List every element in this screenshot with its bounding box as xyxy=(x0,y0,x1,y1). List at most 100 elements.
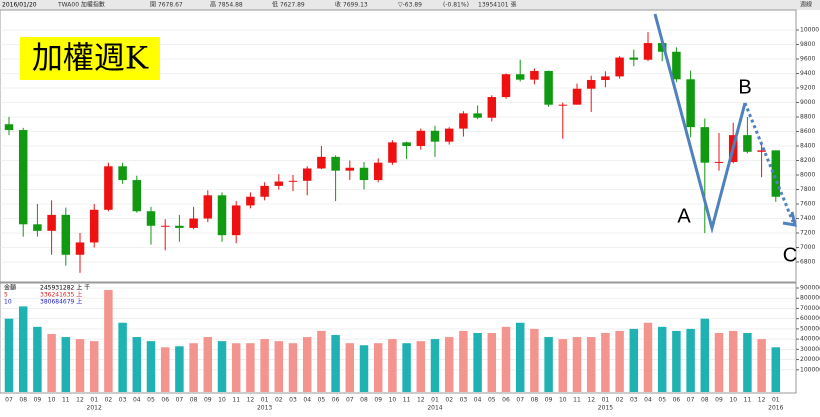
x-tick-label: 07 xyxy=(346,397,354,404)
candle-body xyxy=(146,211,156,226)
x-tick-label: 12 xyxy=(587,397,595,404)
header-bar xyxy=(0,0,820,10)
volume-bar xyxy=(132,337,142,392)
volume-bar xyxy=(686,328,695,392)
x-tick-label: 12 xyxy=(417,397,425,404)
x-tick-label: 09 xyxy=(374,397,382,404)
candle-body xyxy=(189,218,198,228)
volume-bar xyxy=(146,341,156,392)
x-tick-label: 08 xyxy=(531,397,539,404)
x-tick-label: 12 xyxy=(247,397,255,404)
candle-body xyxy=(530,70,539,80)
x-tick-label: 11 xyxy=(403,397,411,404)
volume-bar xyxy=(501,326,511,392)
year-label: 2012 xyxy=(87,405,102,412)
x-tick-label: 08 xyxy=(19,397,27,404)
y-tick-label: 7200 xyxy=(800,230,815,237)
header-text: ▽-63.89 xyxy=(398,2,422,9)
volume-bar xyxy=(487,332,497,392)
x-tick-label: 05 xyxy=(658,397,666,404)
candle-body xyxy=(473,113,482,118)
x-tick-label: 03 xyxy=(119,397,127,404)
x-tick-label: 08 xyxy=(190,397,198,404)
volume-bar xyxy=(75,339,85,392)
legend-value: 336241635 上 xyxy=(40,291,82,299)
x-tick-label: 09 xyxy=(34,397,42,404)
header-text: 13954101 張 xyxy=(478,2,516,9)
candle-body xyxy=(288,180,298,182)
candle-body xyxy=(686,79,695,128)
x-tick-label: 05 xyxy=(488,397,496,404)
volume-bar xyxy=(317,330,326,392)
x-tick-label: 06 xyxy=(161,397,169,404)
candle-body xyxy=(217,195,227,236)
header-text: 高 7854.88 xyxy=(210,1,243,9)
volume-bar xyxy=(302,337,312,392)
volume-bar xyxy=(643,322,653,392)
candle-body xyxy=(558,104,568,106)
x-tick-label: 02 xyxy=(445,397,453,404)
candle-body xyxy=(18,130,28,225)
candle-body xyxy=(33,224,42,231)
volume-bar xyxy=(4,318,14,392)
candle-body xyxy=(757,150,766,152)
candle-body xyxy=(203,195,213,219)
volume-bar xyxy=(757,339,766,392)
x-tick-label: 10 xyxy=(48,397,56,404)
volume-bar xyxy=(274,341,284,392)
volume-bar xyxy=(572,337,582,392)
volume-bar xyxy=(473,332,482,392)
y-tick-label: 7000 xyxy=(800,244,815,251)
x-tick-label: 11 xyxy=(744,397,752,404)
volume-tick-label: 600000 xyxy=(800,315,820,322)
candle-body xyxy=(402,142,411,146)
y-tick-label: 8800 xyxy=(800,114,815,121)
year-label: 2016 xyxy=(768,405,783,412)
y-tick-label: 10000 xyxy=(800,27,819,34)
candle-body xyxy=(118,166,127,181)
volume-bar xyxy=(544,337,553,392)
year-label: 2013 xyxy=(257,405,272,412)
volume-bar xyxy=(359,345,369,392)
candle-body xyxy=(75,242,85,255)
candle-body xyxy=(572,88,582,105)
volume-tick-label: 700000 xyxy=(800,305,820,312)
x-tick-label: 04 xyxy=(644,397,652,404)
x-tick-label: 01 xyxy=(772,397,780,404)
x-tick-label: 01 xyxy=(602,397,610,404)
x-tick-label: 06 xyxy=(673,397,681,404)
candle-body xyxy=(629,57,639,60)
volume-bar xyxy=(231,343,241,392)
volume-bar xyxy=(160,347,170,392)
candle-body xyxy=(615,57,624,77)
header-text: 開 7678.67 xyxy=(150,2,183,9)
volume-bar xyxy=(260,339,269,392)
candle-body xyxy=(700,127,710,163)
volume-bar xyxy=(288,343,298,392)
chart-title: 加權週K xyxy=(32,41,149,77)
candle-body xyxy=(388,142,397,163)
volume-bar xyxy=(601,332,610,392)
candle-body xyxy=(586,80,596,89)
annotation: B xyxy=(738,76,751,98)
candle-body xyxy=(132,180,142,212)
legend-value: 380684679 上 xyxy=(40,298,82,306)
candle-body xyxy=(89,209,99,243)
volume-bar xyxy=(629,328,639,392)
volume-bar xyxy=(89,341,99,392)
volume-panel xyxy=(0,282,797,394)
x-tick-label: 06 xyxy=(502,397,510,404)
volume-bar xyxy=(189,343,198,392)
year-label: 2015 xyxy=(598,405,613,412)
candle-body xyxy=(672,51,681,80)
annotation: A xyxy=(677,205,691,227)
volume-bar xyxy=(700,318,710,392)
x-tick-label: 01 xyxy=(261,397,269,404)
x-tick-label: 08 xyxy=(360,397,368,404)
x-tick-label: 03 xyxy=(630,397,638,404)
y-tick-label: 9800 xyxy=(800,41,815,48)
volume-bar xyxy=(714,332,724,392)
x-tick-label: 02 xyxy=(616,397,624,404)
volume-bar xyxy=(246,343,255,392)
y-tick-label: 8600 xyxy=(800,128,815,135)
